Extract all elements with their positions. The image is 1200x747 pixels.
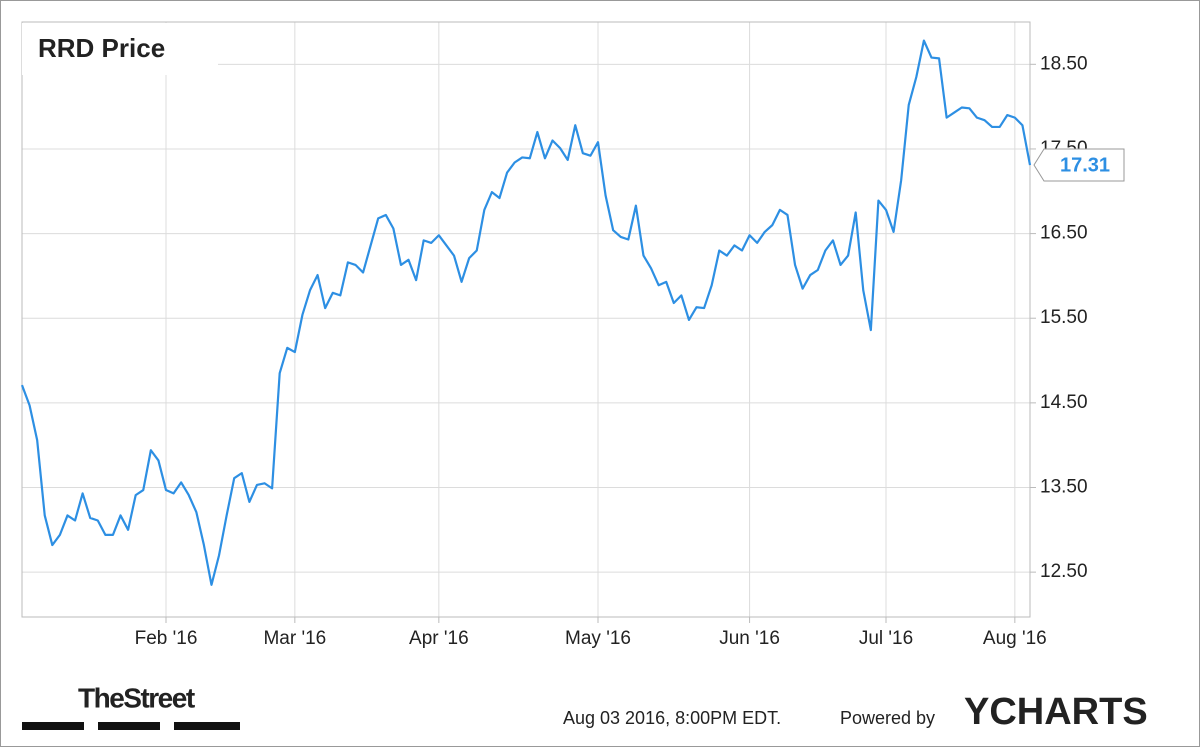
last-value-label: 17.31 [1060, 154, 1110, 176]
x-tick-label: Aug '16 [983, 628, 1047, 649]
title-box [22, 23, 218, 75]
y-tick-label: 14.50 [1040, 392, 1088, 413]
y-tick-label: 16.50 [1040, 223, 1088, 244]
x-tick-label: Feb '16 [135, 628, 198, 649]
x-tick-label: Mar '16 [263, 628, 326, 649]
last-value-box [1033, 148, 1125, 182]
x-tick-label: Jul '16 [859, 628, 913, 649]
x-tick-label: May '16 [565, 628, 631, 649]
y-tick-label: 12.50 [1040, 561, 1088, 582]
y-tick-label: 13.50 [1040, 477, 1088, 498]
logo: TheStreet [78, 682, 195, 713]
logo-bar [22, 722, 84, 730]
marks [20, 39, 1032, 586]
brand: YCHARTS [964, 691, 1148, 733]
chart-title: RRD Price [38, 33, 165, 63]
plot-area [21, 21, 1031, 618]
x-tick-label: Jun '16 [719, 628, 780, 649]
grid [22, 22, 1030, 617]
y-tick-label: 18.50 [1040, 53, 1088, 74]
logo-bar [174, 722, 240, 730]
timestamp: Aug 03 2016, 8:00PM EDT. [563, 708, 781, 728]
powered-by: Powered by [840, 708, 935, 728]
logo-bar [98, 722, 160, 730]
price-line [20, 39, 1032, 586]
y-tick-label: 15.50 [1040, 307, 1088, 328]
x-tick-label: Apr '16 [409, 628, 469, 649]
